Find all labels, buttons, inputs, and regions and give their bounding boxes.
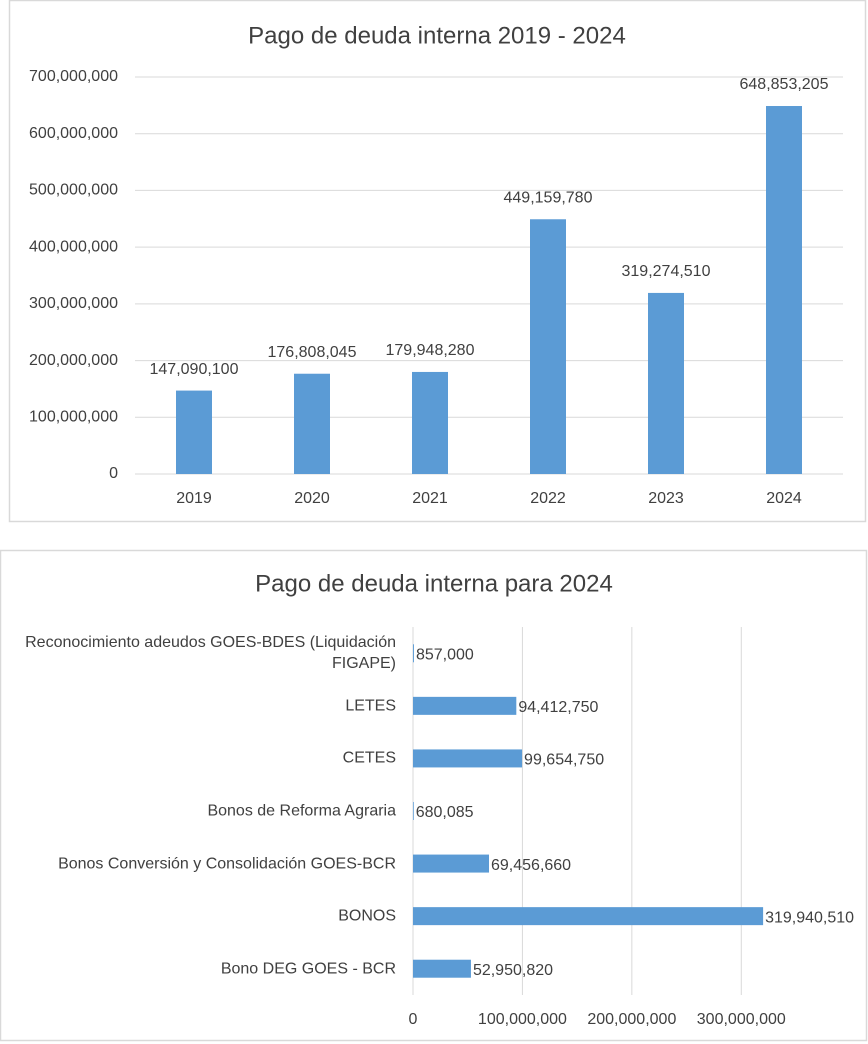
value-label: 648,853,205 (740, 76, 829, 93)
bar (413, 854, 490, 873)
value-label: 69,456,660 (491, 857, 571, 874)
y-category-label: Bonos Conversión y Consolidación GOES-BC… (58, 855, 396, 873)
value-label: 99,654,750 (524, 752, 604, 769)
value-label: 857,000 (416, 647, 474, 664)
bar (766, 106, 802, 474)
bar (413, 696, 517, 715)
x-tick-label: 2020 (294, 490, 330, 507)
value-label: 680,085 (416, 804, 474, 821)
bar (413, 802, 414, 820)
bar (294, 373, 330, 474)
chart-title: Pago de deuda interna 2019 - 2024 (248, 22, 626, 49)
x-tick-label: 2021 (412, 490, 448, 507)
bar (413, 959, 471, 978)
y-category-label: LETES (345, 697, 396, 715)
y-tick-label: 600,000,000 (29, 125, 118, 142)
value-label: 147,090,100 (150, 361, 239, 378)
value-label: 319,274,510 (622, 263, 711, 280)
y-tick-label: 100,000,000 (29, 409, 118, 426)
x-tick-label: 300,000,000 (697, 1011, 786, 1028)
bar (412, 371, 448, 474)
chart-border (0, 549, 868, 1042)
y-category-label: Bonos de Reforma Agraria (207, 802, 396, 820)
value-label: 449,159,780 (504, 189, 593, 206)
value-label: 319,940,510 (765, 909, 854, 926)
bar (648, 292, 684, 474)
bar (413, 907, 764, 926)
value-label: 179,948,280 (386, 342, 475, 359)
y-tick-label: 400,000,000 (29, 238, 118, 255)
chart-title: Pago de deuda interna para 2024 (255, 570, 613, 597)
bar (413, 749, 523, 768)
y-tick-label: 200,000,000 (29, 352, 118, 369)
x-tick-label: 2024 (766, 490, 802, 507)
x-tick-label: 2022 (530, 490, 566, 507)
y-category-label: CETES (342, 749, 396, 767)
value-label: 176,808,045 (268, 344, 357, 361)
bar (530, 219, 566, 474)
y-category-label: BONOS (338, 907, 396, 925)
y-category-label: Bono DEG GOES - BCR (220, 960, 396, 978)
x-tick-label: 200,000,000 (587, 1011, 676, 1028)
bar (176, 390, 212, 474)
y-tick-label: 300,000,000 (29, 295, 118, 312)
y-tick-label: 0 (109, 465, 118, 482)
y-tick-label: 500,000,000 (29, 182, 118, 199)
value-label: 94,412,750 (518, 699, 598, 716)
y-tick-label: 700,000,000 (29, 68, 118, 85)
x-tick-label: 0 (409, 1011, 418, 1028)
x-tick-label: 2023 (648, 490, 684, 507)
y-category-label: Reconocimiento adeudos GOES-BDES (Liquid… (25, 634, 396, 673)
x-tick-label: 100,000,000 (478, 1011, 567, 1028)
x-tick-label: 2019 (176, 490, 212, 507)
bar (413, 644, 414, 663)
value-label: 52,950,820 (473, 962, 553, 979)
